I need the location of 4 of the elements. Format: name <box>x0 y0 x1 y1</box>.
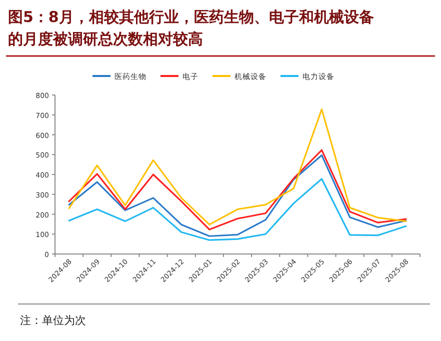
chart-title: 图5：8月，相较其他行业，医药生物、电子和机械设备的月度被调研总次数相对较高 <box>8 8 374 48</box>
line-series <box>68 178 407 241</box>
line-series <box>68 108 407 226</box>
text: 注：单位为次 <box>20 314 86 327</box>
